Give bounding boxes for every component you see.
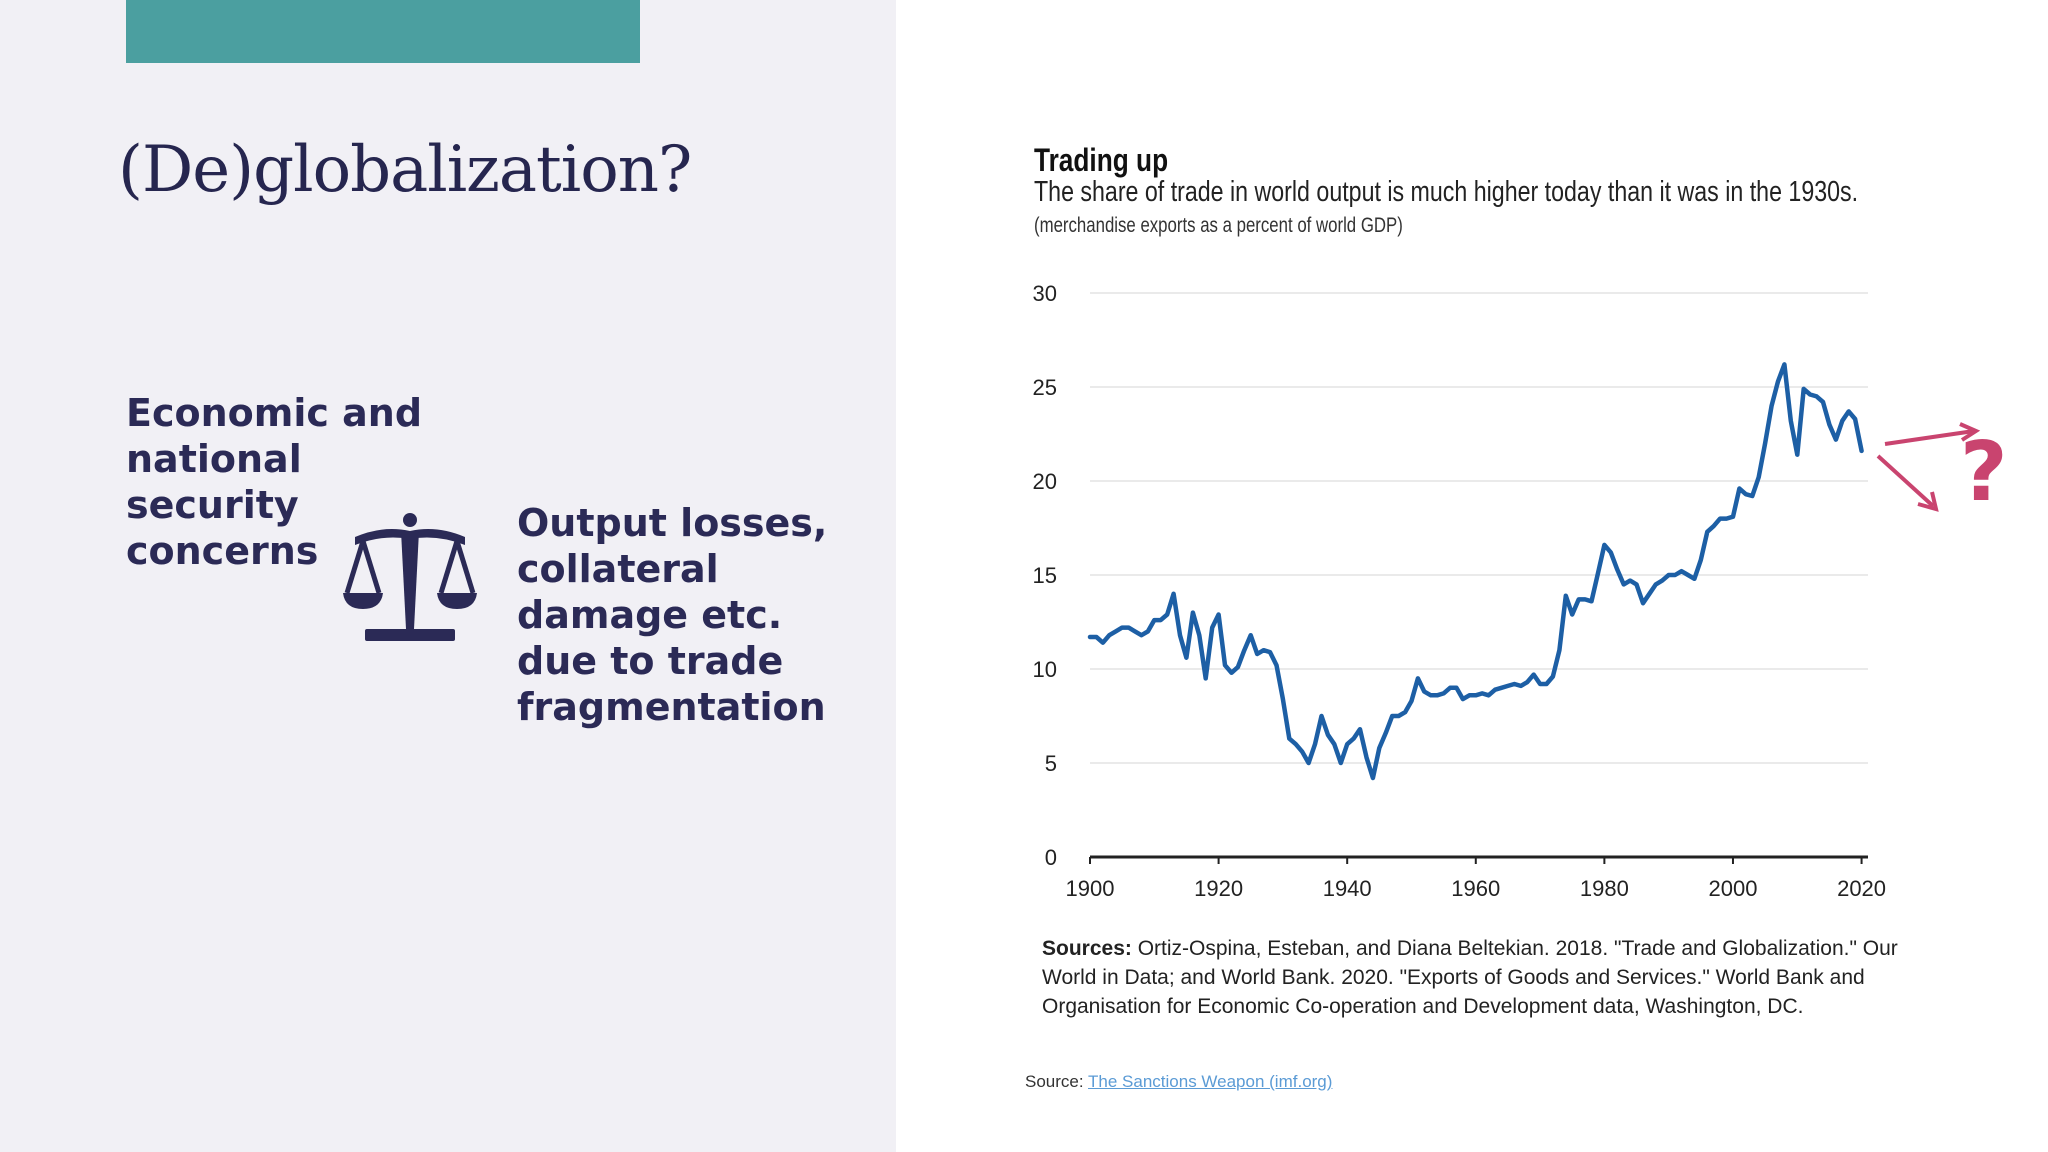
chart-plot: 0 5 10 15 20 25 30 1900 1920 1940 1960 1980 2000 2020… [1033,281,2008,901]
point-security-concerns: Economic and national security concerns [126,391,423,573]
footer-source-link[interactable]: The Sanctions Weapon (imf.org) [1088,1072,1333,1091]
chart-note: (merchandise exports as a percent of wor… [1034,214,1403,237]
sources-text: Sources: Ortiz-Ospina, Esteban, and Dian… [1042,934,1922,1021]
y-tick-label: 30 [1033,281,1057,306]
y-tick-label: 20 [1033,469,1057,494]
y-tick-label: 5 [1045,751,1057,776]
footer-source: Source: The Sanctions Weapon (imf.org) [1025,1072,1332,1092]
x-tick-label: 1960 [1451,876,1500,901]
y-tick-label: 10 [1033,657,1057,682]
x-tick-label: 2020 [1837,876,1886,901]
annotation-arrows [1876,422,1981,512]
chart-title: Trading up [1034,142,1169,178]
point-output-losses: Output losses, collateral damage etc. du… [517,501,828,729]
x-tick-label: 1980 [1580,876,1629,901]
chart-subtitle: The share of trade in world output is mu… [1034,176,1859,208]
slide-title: (De)globalization? [118,133,692,207]
sources-label: Sources: [1042,937,1132,960]
chart: 0 5 10 15 20 25 30 1900 1920 1940 1960 1980 2000 2020… [1000,130,2008,930]
y-tick-label: 25 [1033,375,1057,400]
footer-source-label: Source: [1025,1072,1089,1091]
x-tick-label: 1940 [1323,876,1372,901]
x-tick-label: 1920 [1194,876,1243,901]
sources-body: Ortiz-Ospina, Esteban, and Diana Belteki… [1042,937,1898,1018]
y-tick-label: 0 [1045,845,1057,870]
x-tick-label: 1900 [1066,876,1115,901]
series-line-trade-share [1087,362,1864,781]
annotation-question-mark: ? [1960,425,2008,520]
x-tick-label: 2000 [1708,876,1757,901]
y-tick-label: 15 [1033,563,1057,588]
balance-scale-icon [343,513,477,641]
accent-bar [126,0,640,63]
